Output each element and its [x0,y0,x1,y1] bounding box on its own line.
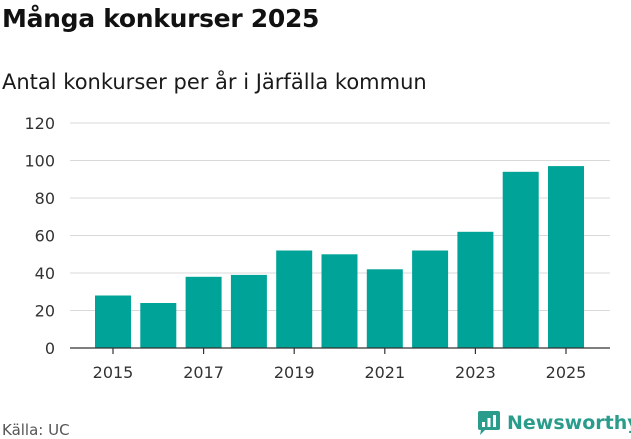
bar-2023 [457,231,494,349]
brand-logo: Newsworthy [476,407,631,439]
bar-2024 [502,171,539,349]
chart-title: Många konkurser 2025 [2,4,320,33]
x-tick-label: 2025 [546,363,587,382]
source-note: Källa: UC [2,421,70,439]
chart-subtitle: Antal konkurser per år i Järfälla kommun [2,70,427,94]
y-tick-label: 80 [35,189,55,208]
x-tick-label: 2015 [93,363,134,382]
y-tick-label: 100 [24,152,55,171]
bar-2019 [276,250,313,348]
x-tick-label: 2019 [274,363,315,382]
brand-name: Newsworthy [507,412,631,434]
x-tick-label: 2017 [183,363,224,382]
bar-2025 [548,166,584,348]
bar-2018 [230,274,267,348]
y-tick-label: 60 [35,227,55,246]
bar-2021 [366,269,403,349]
y-tick-label: 40 [35,264,55,283]
x-tick-label: 2023 [455,363,496,382]
y-tick-label: 20 [35,302,55,321]
y-tick-label: 120 [24,114,55,133]
bar-2020 [321,254,358,349]
x-tick-label: 2021 [364,363,405,382]
bar-2015 [95,295,131,348]
bar-2022 [412,250,449,348]
y-tick-label: 0 [45,339,55,358]
bar-2016 [140,303,177,348]
bar-2017 [185,276,222,349]
newsworthy-logo-icon [478,411,500,435]
